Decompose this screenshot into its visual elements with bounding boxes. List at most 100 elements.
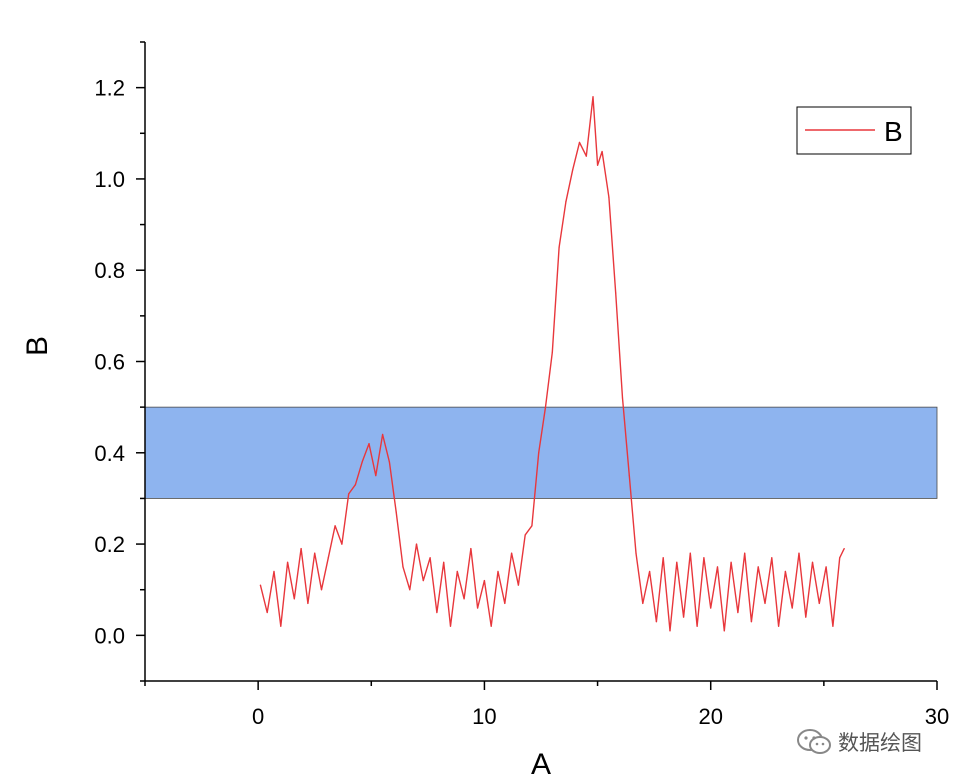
x-axis-title: A bbox=[531, 748, 551, 781]
data-point bbox=[635, 552, 637, 554]
data-point bbox=[592, 96, 594, 98]
data-point bbox=[470, 548, 472, 550]
data-point bbox=[517, 584, 519, 586]
data-point bbox=[843, 548, 845, 550]
data-point bbox=[585, 155, 587, 157]
data-point bbox=[307, 602, 309, 605]
data-point bbox=[327, 557, 329, 559]
data-point bbox=[259, 584, 262, 586]
y-tick-label: 1.2 bbox=[94, 76, 125, 101]
data-point bbox=[497, 570, 499, 573]
data-point bbox=[490, 625, 492, 627]
data-point bbox=[642, 602, 644, 605]
data-point bbox=[402, 566, 404, 568]
data-point bbox=[341, 543, 343, 545]
data-point bbox=[572, 169, 574, 171]
y-axis-title: B bbox=[21, 336, 54, 356]
data-point bbox=[415, 543, 418, 545]
data-point bbox=[368, 443, 370, 445]
data-point bbox=[382, 433, 384, 436]
data-point bbox=[266, 611, 268, 614]
data-point bbox=[744, 552, 746, 554]
data-point bbox=[314, 552, 316, 554]
data-point bbox=[621, 397, 624, 399]
data-point bbox=[689, 552, 691, 554]
data-point bbox=[811, 561, 814, 563]
data-point bbox=[293, 598, 295, 600]
data-point bbox=[832, 625, 834, 627]
data-point bbox=[388, 461, 390, 463]
data-point bbox=[696, 625, 698, 627]
wechat-icon bbox=[797, 729, 831, 754]
data-point bbox=[551, 351, 553, 353]
data-point bbox=[596, 164, 599, 166]
data-point bbox=[710, 607, 712, 609]
data-point bbox=[805, 616, 807, 618]
x-tick-label: 30 bbox=[925, 704, 949, 729]
data-point bbox=[716, 566, 719, 568]
data-point bbox=[375, 475, 377, 477]
data-point bbox=[565, 201, 567, 203]
highlight-band-layer bbox=[144, 406, 938, 499]
y-tick-label: 0.0 bbox=[94, 623, 125, 648]
x-tick-label: 0 bbox=[252, 704, 264, 729]
data-point bbox=[354, 484, 357, 486]
data-point bbox=[730, 561, 732, 563]
data-point bbox=[825, 566, 827, 568]
data-point bbox=[649, 570, 651, 573]
data-point bbox=[320, 589, 323, 591]
highlight-band bbox=[144, 406, 938, 499]
data-point bbox=[449, 625, 452, 627]
data-point bbox=[477, 607, 479, 609]
data-point bbox=[703, 557, 705, 559]
data-point bbox=[538, 452, 540, 454]
y-tick-label: 1.0 bbox=[94, 167, 125, 192]
axes bbox=[136, 41, 938, 690]
data-point bbox=[839, 557, 841, 559]
x-tick-label: 20 bbox=[698, 704, 722, 729]
data-point bbox=[784, 570, 786, 573]
data-point bbox=[608, 196, 610, 198]
data-point bbox=[757, 566, 759, 568]
watermark-text: 数据绘图 bbox=[838, 731, 922, 755]
watermark: 数据绘图 bbox=[796, 727, 922, 757]
data-point bbox=[436, 611, 438, 614]
data-point bbox=[764, 602, 766, 605]
data-point bbox=[676, 561, 678, 563]
legend-label-b: B bbox=[884, 116, 903, 147]
data-point bbox=[778, 625, 780, 627]
data-point bbox=[280, 625, 282, 627]
data-point bbox=[737, 611, 739, 614]
data-point bbox=[273, 570, 275, 573]
data-point bbox=[429, 557, 431, 559]
x-tick-label: 10 bbox=[472, 704, 496, 729]
data-point bbox=[334, 525, 336, 527]
series-line-b bbox=[259, 96, 845, 632]
data-point bbox=[558, 246, 560, 248]
data-point bbox=[286, 561, 289, 563]
data-point bbox=[510, 552, 513, 554]
data-point bbox=[791, 607, 793, 609]
data-point bbox=[483, 579, 486, 582]
series-layer bbox=[259, 96, 845, 632]
data-point bbox=[601, 150, 603, 153]
data-point bbox=[504, 602, 506, 605]
data-point bbox=[771, 557, 773, 559]
y-tick-label: 0.2 bbox=[94, 532, 125, 557]
data-point bbox=[798, 552, 800, 554]
data-point bbox=[443, 561, 445, 563]
data-point bbox=[361, 461, 363, 463]
data-point bbox=[348, 493, 350, 495]
data-point bbox=[750, 621, 753, 623]
data-point bbox=[723, 630, 725, 632]
data-point bbox=[669, 630, 671, 632]
data-point bbox=[422, 579, 424, 582]
data-point bbox=[531, 525, 533, 527]
data-point bbox=[463, 598, 465, 600]
legend: B bbox=[796, 106, 912, 155]
y-tick-label: 0.6 bbox=[94, 350, 125, 375]
data-point bbox=[655, 621, 658, 623]
data-point bbox=[395, 511, 397, 513]
data-point bbox=[662, 557, 664, 559]
